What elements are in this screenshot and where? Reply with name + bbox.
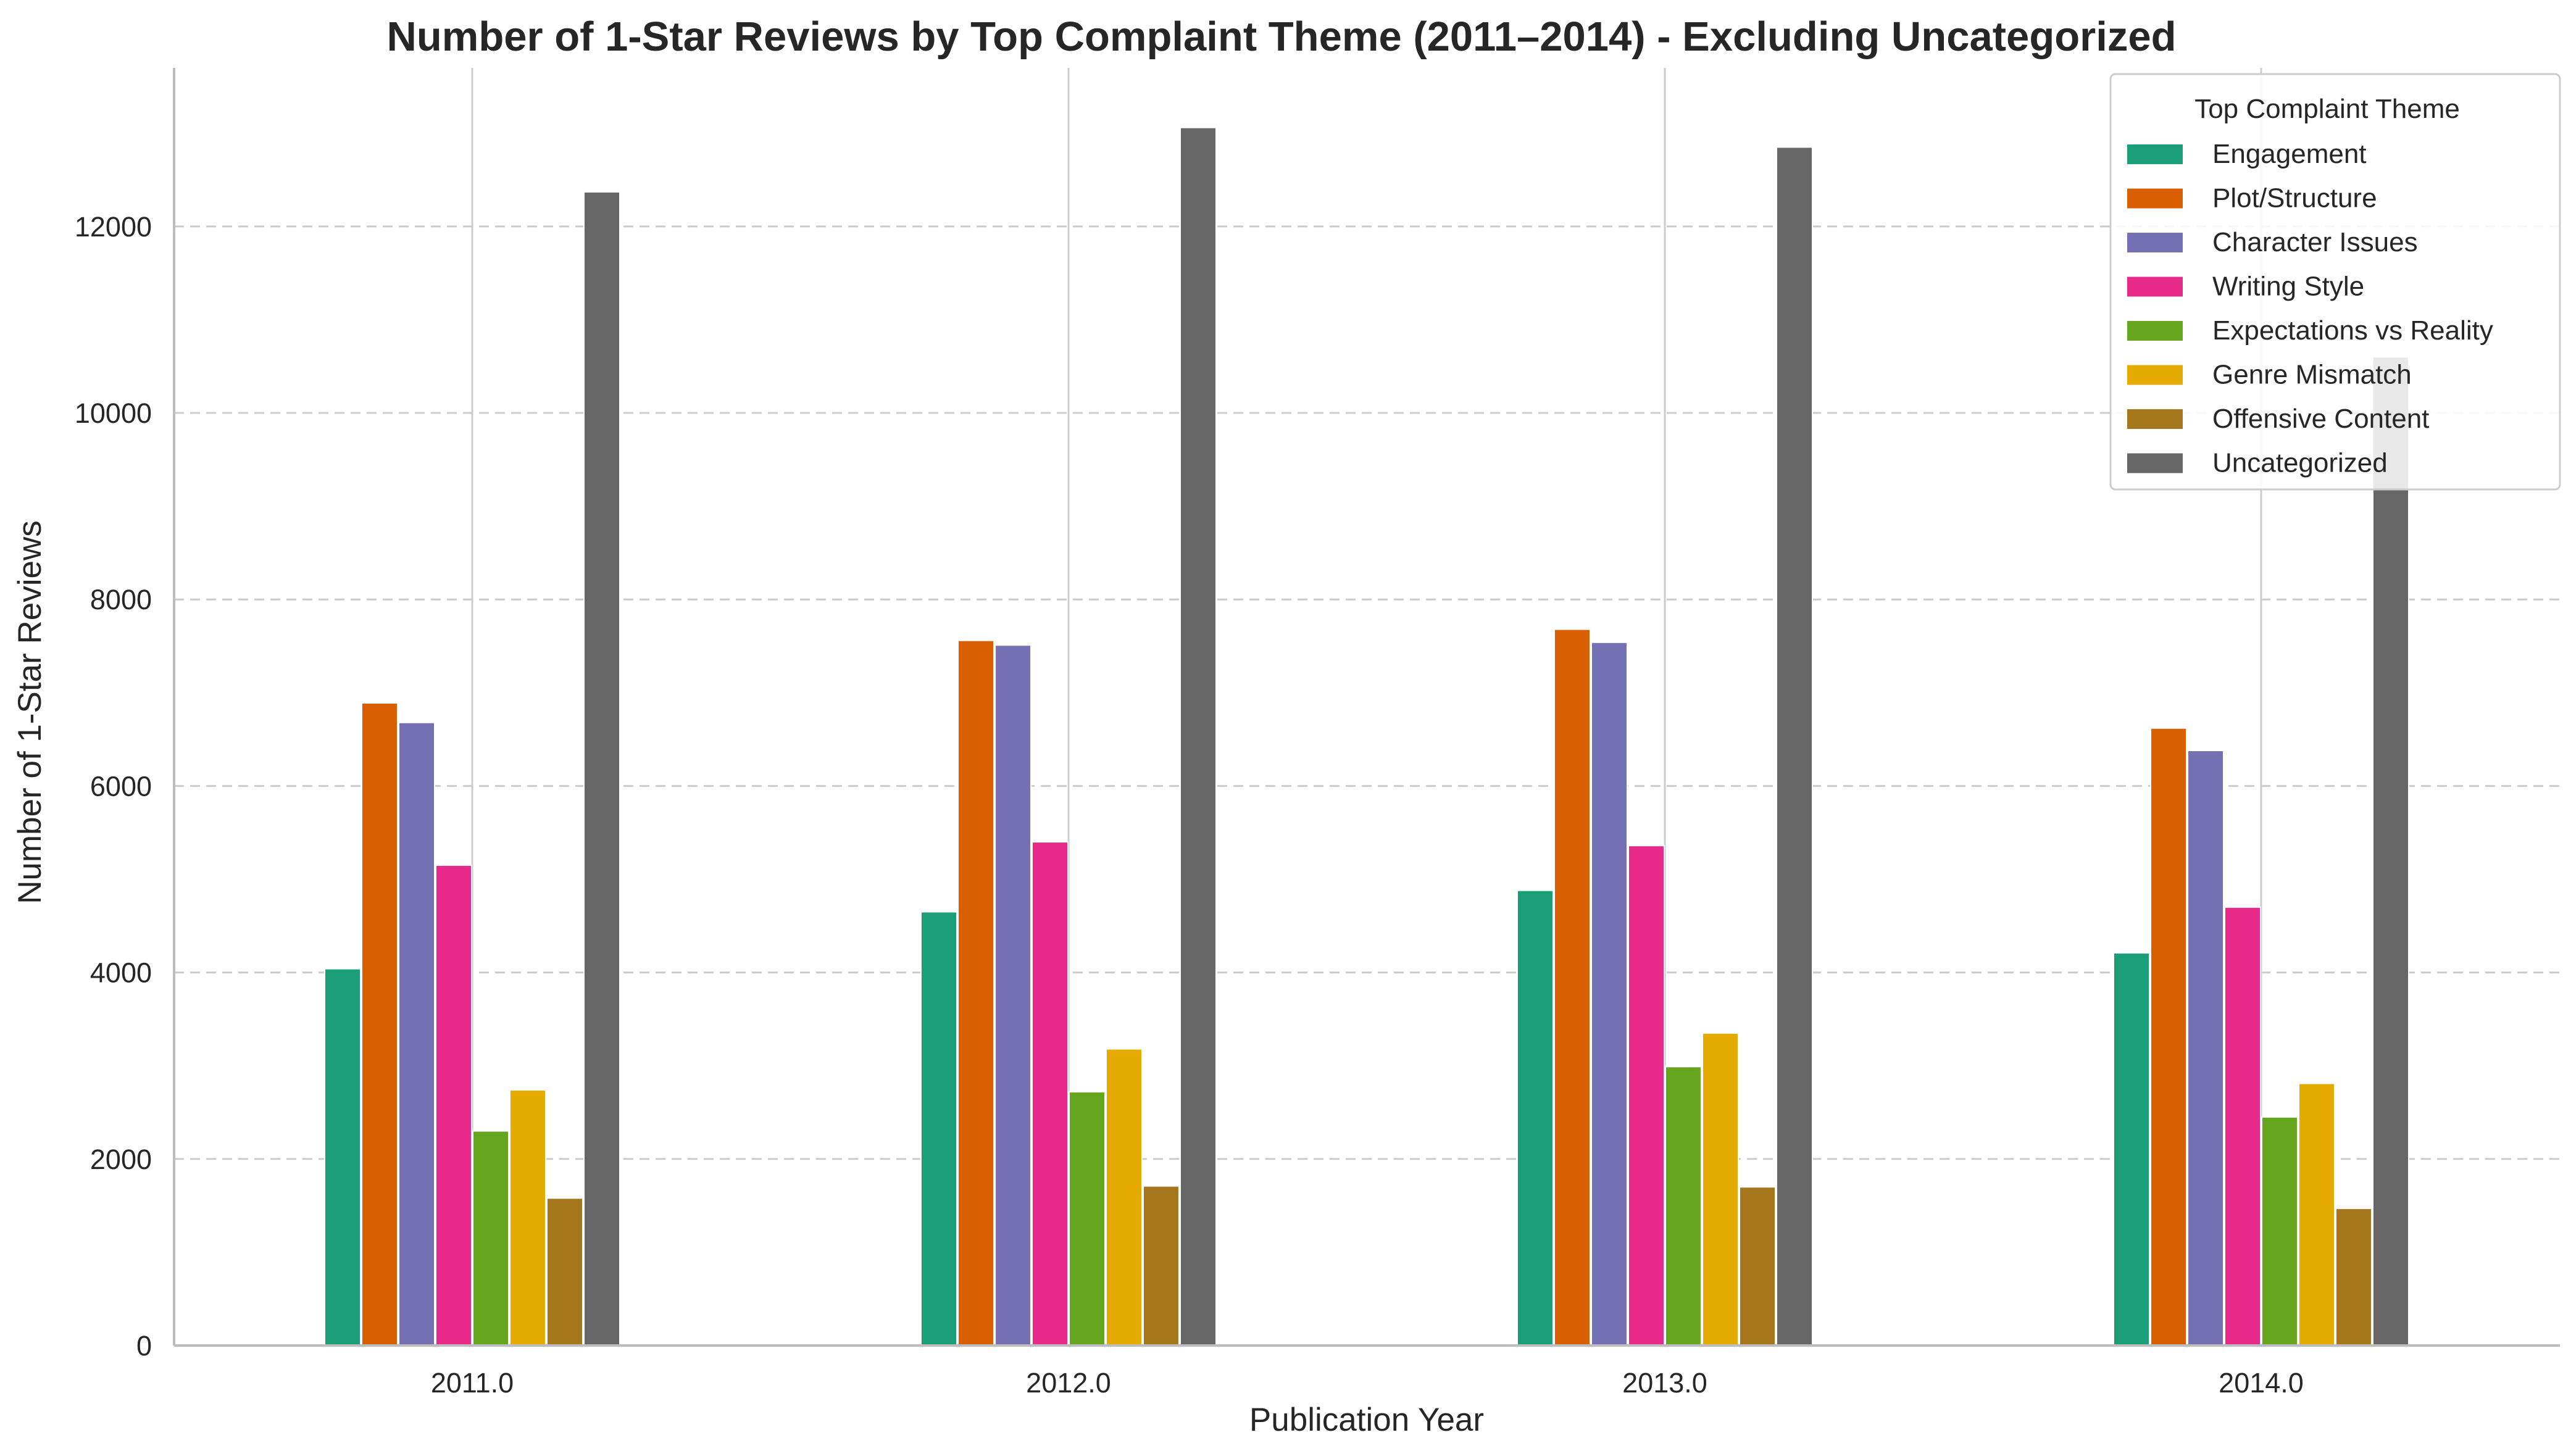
y-tick-label: 12000 <box>75 211 152 243</box>
y-tick-label: 0 <box>136 1330 152 1362</box>
legend-items: Engagement Plot/Structure Character Issues… <box>2127 139 2493 478</box>
y-tick-label: 4000 <box>90 957 152 989</box>
legend-swatch <box>2127 144 2183 164</box>
legend-label: Plot/Structure <box>2212 183 2377 214</box>
bar-writing-style-2011-0 <box>435 864 472 1346</box>
y-axis-label: Number of 1-Star Reviews <box>12 520 48 904</box>
legend-label: Expectations vs Reality <box>2212 315 2493 346</box>
bar-character-issues-2014-0 <box>2187 750 2224 1347</box>
bar-writing-style-2014-0 <box>2224 906 2261 1346</box>
bar-engagement-2014-0 <box>2113 952 2150 1346</box>
bar-offensive-content-2013-0 <box>1739 1186 1776 1346</box>
axes-layer: 0 2000 4000 6000 8000 10000 12000 2011.0 2012.0 2… <box>75 68 2560 1399</box>
legend-swatch <box>2127 277 2183 297</box>
bar-uncategorized-2014-0 <box>2372 356 2409 1346</box>
bars-layer <box>324 127 2409 1347</box>
bar-character-issues-2011-0 <box>398 722 435 1346</box>
bar-writing-style-2013-0 <box>1628 845 1665 1346</box>
y-tick-label: 6000 <box>90 770 152 802</box>
bar-genre-mismatch-2014-0 <box>2298 1083 2335 1346</box>
bar-genre-mismatch-2013-0 <box>1702 1032 1739 1347</box>
legend-label: Genre Mismatch <box>2212 360 2412 390</box>
x-tick-label: 2012.0 <box>1026 1367 1111 1399</box>
bar-offensive-content-2012-0 <box>1143 1185 1180 1346</box>
legend-title: Top Complaint Theme <box>2194 94 2460 124</box>
legend-label: Character Issues <box>2212 227 2418 257</box>
bar-expectations-vs-reality-2013-0 <box>1665 1066 1702 1347</box>
bar-plot-structure-2012-0 <box>957 639 994 1346</box>
bar-plot-structure-2011-0 <box>361 702 398 1346</box>
legend-swatch <box>2127 409 2183 429</box>
x-axis-label: Publication Year <box>1249 1402 1484 1438</box>
legend-swatch <box>2127 188 2183 209</box>
bar-engagement-2013-0 <box>1517 889 1554 1347</box>
bar-uncategorized-2011-0 <box>583 191 620 1347</box>
bar-offensive-content-2011-0 <box>546 1197 583 1346</box>
bar-character-issues-2012-0 <box>994 644 1031 1346</box>
bar-uncategorized-2013-0 <box>1776 146 1813 1346</box>
legend-label: Offensive Content <box>2212 404 2429 434</box>
bar-expectations-vs-reality-2012-0 <box>1069 1091 1106 1346</box>
x-tick-label: 2014.0 <box>2219 1367 2304 1399</box>
chart-title: Number of 1-Star Reviews by Top Complain… <box>386 14 2176 60</box>
bar-plot-structure-2013-0 <box>1554 628 1591 1347</box>
x-tick-label: 2013.0 <box>1622 1367 1707 1399</box>
legend-swatch <box>2127 321 2183 341</box>
legend-box <box>2109 73 2561 491</box>
bar-expectations-vs-reality-2014-0 <box>2261 1116 2298 1346</box>
legend-label: Uncategorized <box>2212 448 2388 478</box>
bar-engagement-2012-0 <box>920 911 957 1347</box>
bar-expectations-vs-reality-2011-0 <box>472 1130 509 1347</box>
bar-genre-mismatch-2012-0 <box>1106 1048 1143 1346</box>
x-tick-label: 2011.0 <box>431 1367 514 1399</box>
bar-writing-style-2012-0 <box>1031 841 1069 1347</box>
y-tick-label: 2000 <box>90 1144 152 1175</box>
bar-uncategorized-2012-0 <box>1180 127 1217 1347</box>
legend-swatch <box>2127 453 2183 473</box>
bar-character-issues-2013-0 <box>1591 641 1628 1346</box>
y-tick-label: 8000 <box>90 584 152 615</box>
bar-engagement-2011-0 <box>324 968 361 1346</box>
legend-swatch <box>2127 365 2183 385</box>
bar-genre-mismatch-2011-0 <box>509 1089 546 1346</box>
legend-label: Writing Style <box>2212 272 2364 302</box>
bar-plot-structure-2014-0 <box>2150 727 2187 1346</box>
y-tick-label: 10000 <box>75 397 152 429</box>
legend: Top Complaint Theme Engagement Plot/Struc… <box>2109 73 2561 491</box>
bar-offensive-content-2014-0 <box>2335 1207 2372 1346</box>
legend-label: Engagement <box>2212 139 2367 169</box>
legend-swatch <box>2127 233 2183 252</box>
